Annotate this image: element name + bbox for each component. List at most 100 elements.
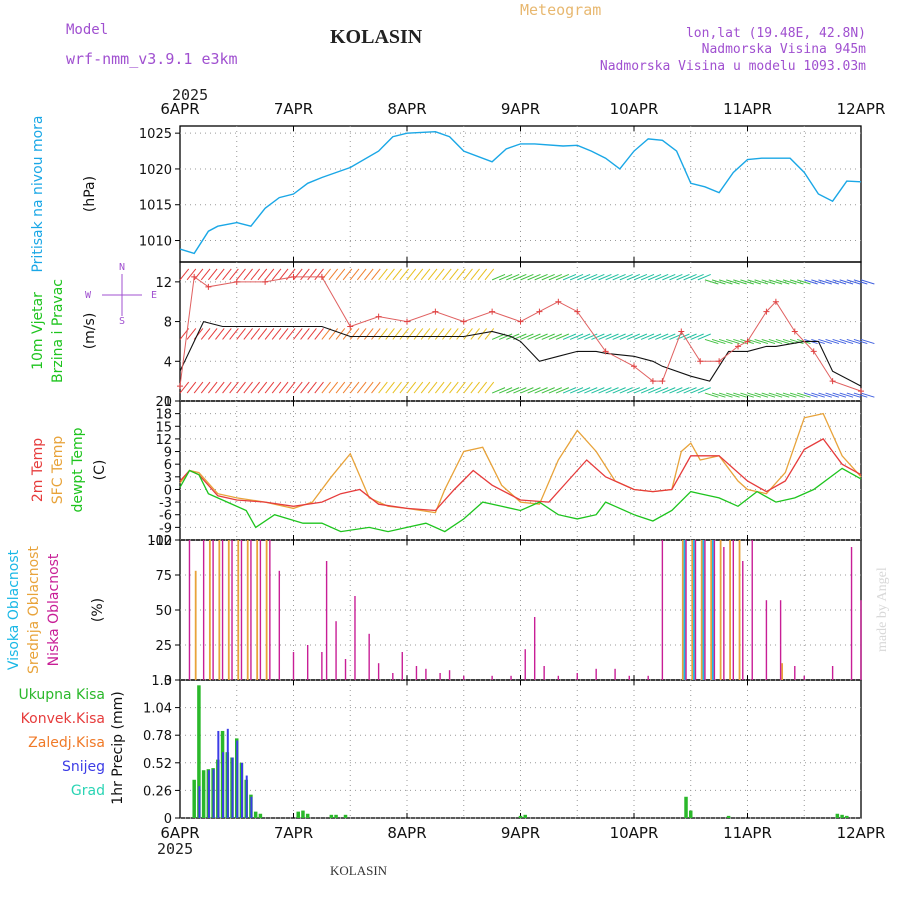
wind-arrow <box>271 381 282 394</box>
wind-arrow <box>506 273 520 281</box>
wind-gust-marker <box>649 378 656 385</box>
wind-arrow <box>477 381 488 394</box>
wind-arrow <box>207 381 218 394</box>
wind-arrow <box>740 279 754 285</box>
temperature-ytick-label: -9 <box>159 521 172 536</box>
clouds-ytick-label: 75 <box>155 569 172 584</box>
wind-gust-marker <box>574 308 581 315</box>
wind-gust-marker <box>177 383 183 390</box>
footer-station: KOLASIN <box>330 863 388 878</box>
wind-arrow <box>626 387 640 394</box>
total-precip-bar <box>192 779 196 818</box>
wind-arrow <box>342 381 353 394</box>
wind-arrow <box>789 392 804 398</box>
wind-arrow <box>548 333 562 340</box>
low-cloud-bar <box>212 540 214 680</box>
low-cloud-bar <box>415 666 418 680</box>
wind-ytick-label: 8 <box>164 316 172 331</box>
wind-gust-marker <box>375 313 382 320</box>
wind-gust-marker <box>763 308 770 315</box>
wind-gust-marker <box>233 278 240 285</box>
wind-arrow <box>286 381 296 394</box>
x-label-bottom: 6APR <box>160 824 199 842</box>
mid-cloud-bar <box>781 663 784 680</box>
wind-arrow <box>605 387 619 394</box>
wind-gust-marker <box>697 358 704 365</box>
total-precip-bar <box>726 815 731 818</box>
snow-precip-bar <box>231 757 234 818</box>
wind-arrow <box>392 268 402 281</box>
x-label-bottom: 8APR <box>387 824 426 842</box>
x-label-top: 11APR <box>723 100 772 118</box>
compass-n: N <box>119 262 125 273</box>
snow-precip-bar <box>222 752 225 818</box>
wind-arrow <box>335 268 346 281</box>
wind-arrow <box>718 392 733 398</box>
wind-gust-marker <box>772 298 779 305</box>
wind-arrow <box>499 333 513 340</box>
wind-arrow <box>839 338 854 345</box>
wind-arrow <box>229 328 239 340</box>
low-cloud-bar <box>278 570 281 680</box>
low-cloud-bar <box>723 547 725 680</box>
wind-arrow <box>307 328 317 340</box>
pressure-side-label: Pritisak na nivou mora <box>30 115 46 272</box>
low-cloud-bar <box>231 540 233 680</box>
wind-arrow <box>818 338 832 345</box>
low-cloud-bar <box>221 540 224 680</box>
low-cloud-bar <box>269 540 271 680</box>
wind-arrow <box>420 381 431 394</box>
wind-arrow <box>782 279 797 285</box>
wind-gust-marker <box>602 348 609 355</box>
wind-arrow <box>541 273 555 281</box>
low-cloud-bar <box>401 652 403 680</box>
wind-arrow <box>584 333 598 340</box>
wind-arrow <box>775 279 790 285</box>
wind-arrow <box>598 273 612 281</box>
low-cloud-bar <box>704 540 706 680</box>
temp-side-label-3: dewpt Temp <box>70 427 86 512</box>
wind-arrow <box>569 333 584 340</box>
wind-arrow <box>236 381 246 394</box>
total-precip-bar <box>296 811 300 818</box>
wind-gust-marker <box>432 308 439 315</box>
wind-arrow <box>768 392 783 398</box>
low-cloud-bar <box>344 659 347 680</box>
wind-arrow <box>718 338 733 345</box>
wind-arrow <box>207 328 218 340</box>
wind-arrow <box>669 387 683 394</box>
wind-arrow <box>293 268 303 281</box>
pressure-ytick-label: 1010 <box>139 235 172 250</box>
wind-arrow <box>243 268 253 281</box>
wind-arrow <box>640 333 655 340</box>
wind-arrow <box>491 273 506 281</box>
wind-arrow <box>591 333 605 340</box>
wind-arrow <box>626 273 640 281</box>
wind-arrow <box>711 338 726 345</box>
wind-arrow <box>427 328 438 340</box>
temperature-ytick-label: 18 <box>155 408 172 423</box>
wind-arrow <box>584 273 598 281</box>
total-precip-bar <box>305 813 310 818</box>
wind-arrow <box>477 268 488 281</box>
clouds-ytick-label: 100 <box>147 534 172 549</box>
wind-arrow <box>676 273 690 281</box>
snow-precip-bar <box>217 730 220 818</box>
wind-arrow <box>647 273 662 281</box>
low-cloud-bar <box>831 666 834 680</box>
wind-arrow <box>548 387 562 394</box>
low-cloud-bar <box>850 547 853 680</box>
pressure-ytick-label: 1015 <box>139 199 172 214</box>
wind-arrow <box>236 268 246 281</box>
low-cloud-bar <box>250 540 252 680</box>
low-cloud-bar <box>557 675 560 680</box>
low-cloud-bar <box>335 621 337 680</box>
wind-arrow <box>534 273 548 281</box>
precip-legend-item: Ukupna Kisa <box>18 687 105 703</box>
total-precip-bar <box>689 810 693 818</box>
wind-arrow <box>392 381 402 394</box>
wind-arrow <box>555 273 570 281</box>
wind-arrow <box>520 333 534 340</box>
wind-arrow <box>520 273 534 281</box>
total-precip-bar <box>343 814 348 818</box>
